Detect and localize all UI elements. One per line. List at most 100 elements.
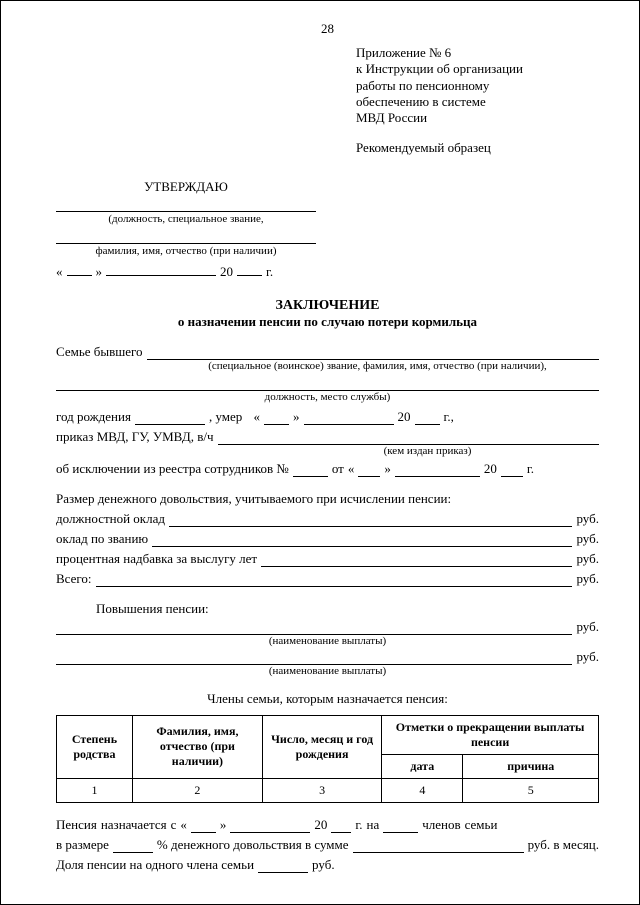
- text: г.: [355, 817, 362, 833]
- text: в размере: [56, 837, 109, 853]
- fill-line: [261, 553, 572, 567]
- year-prefix: 20: [314, 817, 327, 833]
- text: с: [171, 817, 177, 833]
- text: руб. в месяц.: [528, 837, 599, 853]
- position-caption: должность, место службы): [56, 391, 599, 403]
- th-termination: Отметки о прекращении выплаты пенсии: [382, 715, 599, 754]
- fill-line: [56, 651, 572, 665]
- total-line: Всего: руб.: [56, 571, 599, 587]
- year-field: [331, 820, 351, 833]
- approve-caption: фамилия, имя, отчество (при наличии): [56, 245, 316, 257]
- seniority-label: процентная надбавка за выслугу лет: [56, 551, 257, 567]
- title-main: ЗАКЛЮЧЕНИЕ: [56, 298, 599, 314]
- birth-prefix: год рождения: [56, 409, 131, 425]
- year-suffix: г.: [266, 264, 273, 280]
- fill-line: [218, 431, 600, 445]
- order-line: приказ МВД, ГУ, УМВД, в/ч: [56, 429, 599, 445]
- th-relation: Степень родства: [57, 715, 133, 778]
- quote-close: »: [293, 409, 300, 425]
- order-prefix: приказ МВД, ГУ, УМВД, в/ч: [56, 429, 214, 445]
- year-field: [237, 263, 262, 276]
- th-reason: причина: [463, 754, 599, 778]
- family-caption: (специальное (воинское) звание, фамилия,…: [56, 360, 599, 372]
- payment-caption: (наименование выплаты): [56, 635, 599, 647]
- salary-position-line: должностной оклад руб.: [56, 511, 599, 527]
- salary-rank-label: оклад по званию: [56, 531, 148, 547]
- appendix-line: Приложение № 6: [356, 45, 599, 61]
- died-label: , умер: [209, 409, 242, 425]
- rub-label: руб.: [576, 531, 599, 547]
- appendix-line: МВД России: [356, 110, 599, 126]
- pension-assignment: Пенсия назначается с « » 20 г. на членов…: [56, 817, 599, 873]
- col-num: 5: [463, 778, 599, 802]
- num-field: [293, 464, 328, 477]
- year-prefix: 20: [398, 409, 411, 425]
- pension-line-3: Доля пенсии на одного члена семьи руб.: [56, 857, 599, 873]
- allowance-section: Размер денежного довольствия, учитываемо…: [56, 491, 599, 587]
- members-table: Степень родства Фамилия, имя, отчество (…: [56, 715, 599, 803]
- text: на: [366, 817, 379, 833]
- rub-label: руб.: [576, 551, 599, 567]
- rub-label: руб.: [576, 571, 599, 587]
- month-field: [230, 820, 310, 833]
- quote-close: »: [384, 461, 391, 477]
- title-block: ЗАКЛЮЧЕНИЕ о назначении пенсии по случаю…: [56, 298, 599, 330]
- family-section: Семье бывшего (специальное (воинское) зв…: [56, 344, 599, 477]
- fill-line: [56, 621, 572, 635]
- approve-line: [56, 229, 316, 244]
- increase-title: Повышения пенсии:: [96, 601, 599, 617]
- fill-line: [353, 839, 524, 853]
- salary-position-label: должностной оклад: [56, 511, 165, 527]
- quote-close: »: [96, 264, 103, 280]
- exclude-prefix: об исключении из реестра сотрудников №: [56, 461, 289, 477]
- family-line: Семье бывшего: [56, 344, 599, 360]
- approve-date-row: « » 20 г.: [56, 263, 316, 280]
- from-label: от: [332, 461, 344, 477]
- appendix-line: к Инструкции об организации: [356, 61, 599, 77]
- text: Пенсия: [56, 817, 97, 833]
- increase-section: Повышения пенсии: руб. (наименование вып…: [56, 601, 599, 677]
- rub-label: руб.: [576, 511, 599, 527]
- payment-caption: (наименование выплаты): [56, 665, 599, 677]
- pension-line-2: в размере % денежного довольствия в сумм…: [56, 837, 599, 853]
- percent-field: [113, 840, 153, 853]
- text: Доля пенсии на одного члена семьи: [56, 857, 254, 873]
- year-suffix: г.,: [444, 409, 454, 425]
- table-header-row: Степень родства Фамилия, имя, отчество (…: [57, 715, 599, 754]
- pension-line-1: Пенсия назначается с « » 20 г. на членов…: [56, 817, 599, 833]
- col-num: 2: [132, 778, 262, 802]
- count-field: [383, 820, 418, 833]
- text: назначается: [101, 817, 167, 833]
- family-prefix: Семье бывшего: [56, 344, 143, 360]
- quote-open: «: [56, 264, 63, 280]
- month-field: [304, 412, 394, 425]
- col-num: 4: [382, 778, 463, 802]
- month-field: [395, 464, 480, 477]
- salary-rank-line: оклад по званию руб.: [56, 531, 599, 547]
- document-page: 28 Приложение № 6 к Инструкции об органи…: [0, 0, 640, 905]
- exclude-line: об исключении из реестра сотрудников № о…: [56, 461, 599, 477]
- title-sub: о назначении пенсии по случаю потери кор…: [56, 314, 599, 330]
- day-field: [67, 263, 92, 276]
- appendix-line: работы по пенсионному: [356, 78, 599, 94]
- th-fio: Фамилия, имя, отчество (при наличии): [132, 715, 262, 778]
- sample-label: Рекомендуемый образец: [356, 140, 599, 156]
- month-field: [106, 263, 216, 276]
- year-prefix: 20: [484, 461, 497, 477]
- total-label: Всего:: [56, 571, 92, 587]
- th-birth: Число, месяц и год рождения: [262, 715, 381, 778]
- seniority-line: процентная надбавка за выслугу лет руб.: [56, 551, 599, 567]
- text: семьи: [465, 817, 498, 833]
- fill-line: [96, 573, 573, 587]
- members-title: Члены семьи, которым назначается пенсия:: [56, 691, 599, 707]
- birth-field: [135, 412, 205, 425]
- quote-open: «: [348, 461, 355, 477]
- allowance-title: Размер денежного довольствия, учитываемо…: [56, 491, 599, 507]
- quote-open: «: [180, 817, 187, 833]
- appendix-block: Приложение № 6 к Инструкции об организац…: [356, 45, 599, 157]
- fill-line: [147, 346, 599, 360]
- th-date: дата: [382, 754, 463, 778]
- quote-close: »: [220, 817, 227, 833]
- share-field: [258, 860, 308, 873]
- day-field: [191, 820, 216, 833]
